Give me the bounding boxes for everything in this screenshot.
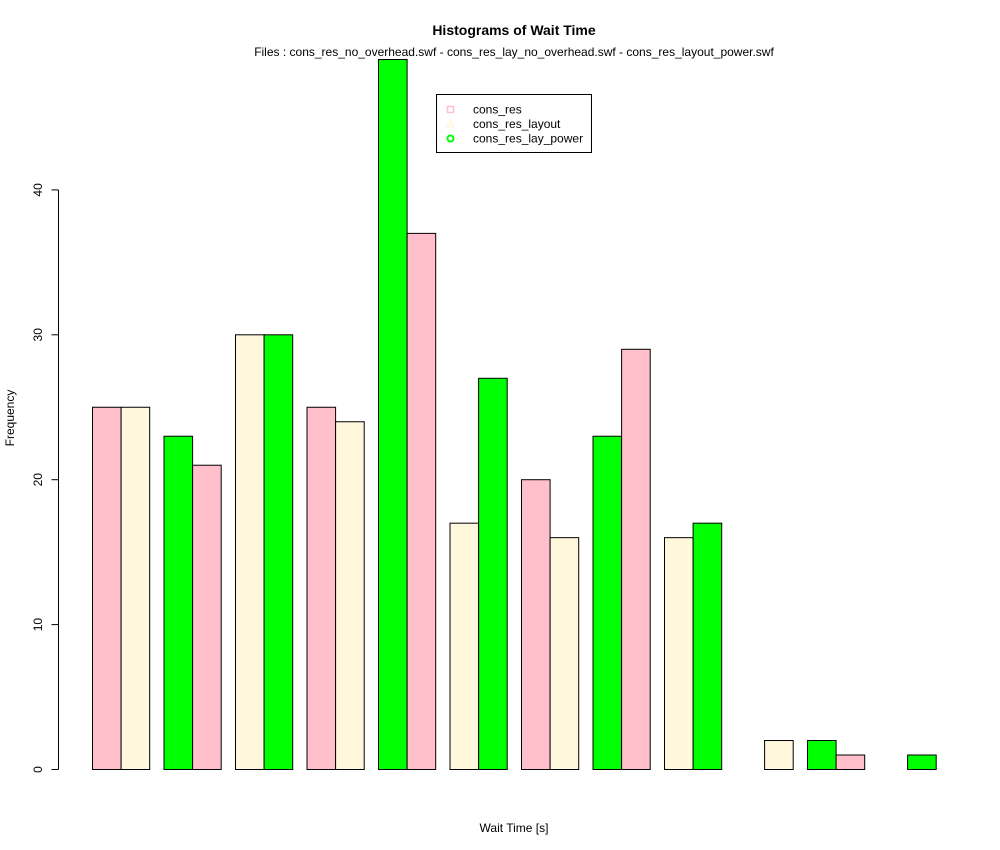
legend-box xyxy=(436,94,592,153)
bar xyxy=(406,232,437,770)
bar xyxy=(378,59,408,770)
legend-marker-triangle xyxy=(445,118,456,128)
bar xyxy=(807,740,837,770)
bar xyxy=(549,537,580,770)
legend-label: cons_res xyxy=(473,103,522,117)
y-tick-label: 0 xyxy=(31,766,45,773)
bars-layer xyxy=(92,59,937,770)
bar xyxy=(478,377,508,770)
bar xyxy=(521,479,551,770)
bar xyxy=(835,754,866,770)
bar xyxy=(764,740,794,770)
y-tick-label: 30 xyxy=(31,328,45,342)
bar xyxy=(664,537,694,770)
bar xyxy=(120,406,151,770)
bar xyxy=(163,435,194,770)
chart-subtitle: Files : cons_res_no_overhead.swf - cons_… xyxy=(254,45,774,59)
legend-marker-square xyxy=(446,105,455,114)
legend-marker-circle xyxy=(446,134,455,143)
y-tick-label: 20 xyxy=(31,473,45,487)
bar xyxy=(621,348,651,770)
bar xyxy=(92,406,122,770)
bar xyxy=(235,334,265,770)
y-axis-label: Frequency xyxy=(3,390,17,447)
bar xyxy=(335,421,365,770)
chart-title: Histograms of Wait Time xyxy=(432,22,596,38)
legend: cons_rescons_res_layoutcons_res_lay_powe… xyxy=(436,94,592,153)
y-axis: 0 10 20 30 40 xyxy=(31,183,59,773)
y-tick-label: 10 xyxy=(31,618,45,632)
x-axis-label: Wait Time [s] xyxy=(480,821,549,835)
y-tick-label: 40 xyxy=(31,183,45,197)
bar xyxy=(907,754,937,770)
legend-label: cons_res_lay_power xyxy=(473,132,583,146)
legend-label: cons_res_layout xyxy=(473,117,561,131)
bar xyxy=(306,406,337,770)
bar xyxy=(263,334,294,770)
bar xyxy=(592,435,623,770)
bar xyxy=(192,464,222,770)
bar xyxy=(692,522,723,770)
bar xyxy=(449,522,480,770)
